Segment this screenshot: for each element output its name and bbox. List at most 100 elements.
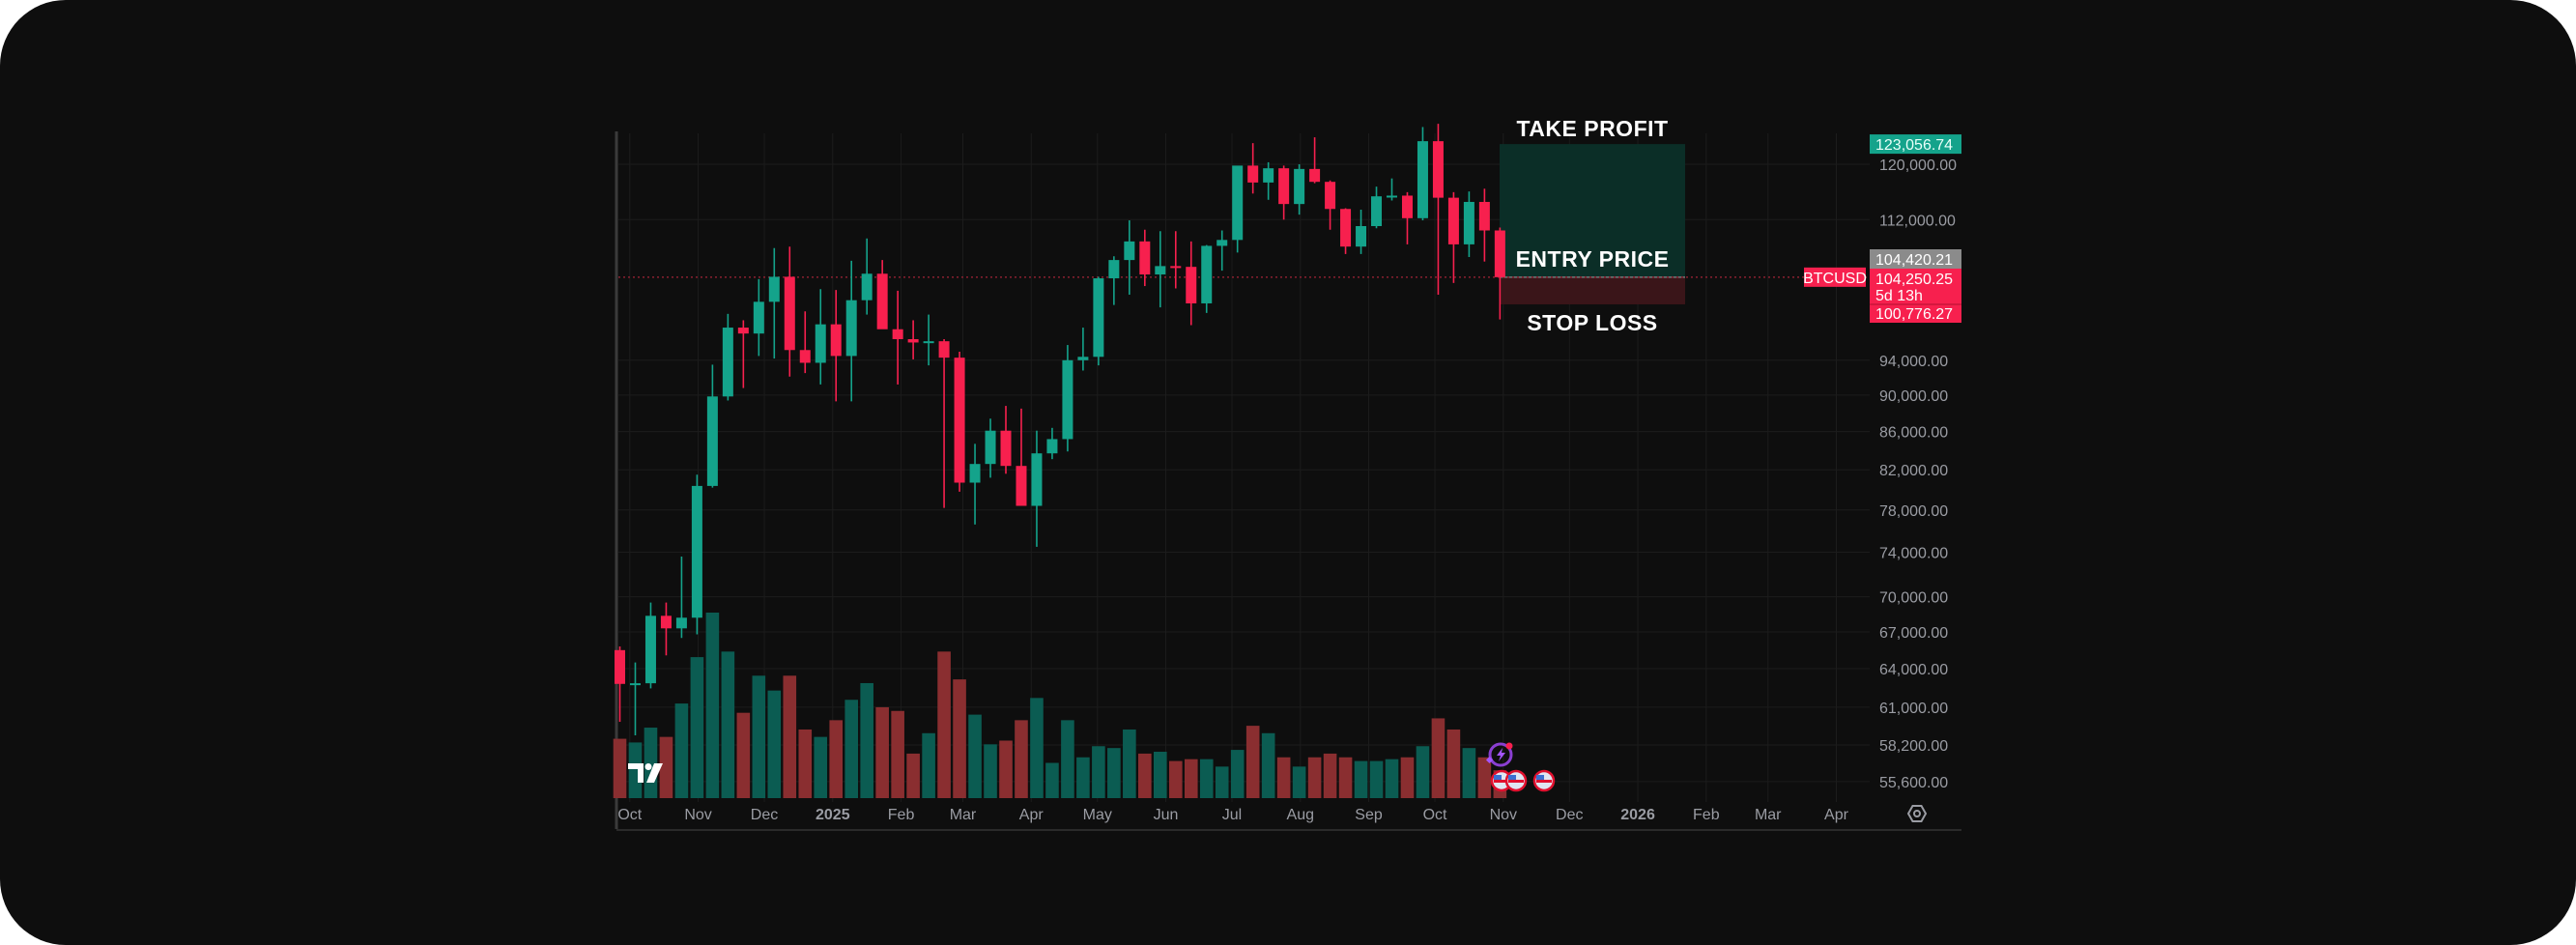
volume-bar bbox=[798, 729, 813, 798]
candle-body bbox=[892, 329, 903, 340]
time-tick-label: Nov bbox=[1490, 807, 1517, 823]
candle-body bbox=[1325, 182, 1336, 210]
us-flag-event-icon[interactable] bbox=[1504, 769, 1528, 792]
take-profit-zone[interactable] bbox=[1500, 144, 1685, 277]
candle-body bbox=[1294, 168, 1305, 205]
volume-bar bbox=[1030, 698, 1044, 798]
price-tick-label: 74,000.00 bbox=[1879, 545, 1948, 561]
lightning-event-icon[interactable] bbox=[1485, 742, 1513, 767]
volume-bar bbox=[1462, 748, 1476, 798]
eye-icon[interactable] bbox=[1906, 805, 1928, 822]
candle-body bbox=[706, 396, 718, 486]
price-axis[interactable]: 120,000.00 112,000.00 94,000.00 90,000.00 86… bbox=[1879, 158, 1957, 791]
volume-bar bbox=[1215, 766, 1229, 798]
volume-bar bbox=[999, 740, 1013, 798]
candle-body bbox=[1031, 453, 1043, 506]
candle-body bbox=[1401, 195, 1413, 218]
position-tool[interactable]: TAKE PROFIT ENTRY PRICE STOP LOSS bbox=[618, 116, 1870, 335]
volume-bar bbox=[783, 675, 797, 798]
volume-bar bbox=[1076, 757, 1090, 798]
candle-body bbox=[1417, 141, 1428, 218]
candle-body bbox=[1387, 195, 1397, 198]
volume-bar bbox=[1354, 760, 1368, 798]
candle-body bbox=[784, 276, 795, 351]
candle-body bbox=[954, 358, 965, 483]
candle-body bbox=[845, 300, 857, 357]
candle-body bbox=[1201, 245, 1213, 303]
price-tick-label: 55,600.00 bbox=[1879, 775, 1948, 791]
volume-bar bbox=[690, 657, 704, 798]
candle-body bbox=[1356, 225, 1367, 247]
volume-bar bbox=[674, 703, 689, 798]
volume-bar bbox=[1323, 753, 1337, 798]
candle-body bbox=[768, 276, 780, 302]
candle-body bbox=[1263, 168, 1274, 183]
candle-body bbox=[1432, 141, 1444, 198]
volume-bar bbox=[1199, 759, 1214, 798]
symbol-tag-text: BTCUSD bbox=[1803, 271, 1867, 287]
us-flag-event-icon[interactable] bbox=[1532, 769, 1556, 792]
candle-body bbox=[1371, 196, 1383, 226]
volume-bar bbox=[1431, 718, 1445, 798]
volume-bar bbox=[922, 732, 935, 798]
volume-bar bbox=[953, 679, 966, 798]
candle-body bbox=[1447, 197, 1459, 244]
time-tick-label: 2026 bbox=[1620, 807, 1655, 823]
volume-bar bbox=[752, 675, 766, 798]
volume-bar bbox=[1045, 762, 1059, 798]
volume-bar bbox=[721, 651, 735, 798]
time-tick-label: Oct bbox=[1423, 807, 1447, 823]
time-tick-label: Nov bbox=[684, 807, 711, 823]
time-tick-label: Feb bbox=[1693, 807, 1720, 823]
volume-bar bbox=[1230, 750, 1245, 798]
volume-bar bbox=[1446, 729, 1461, 798]
candle-body bbox=[1278, 168, 1290, 205]
time-axis[interactable]: Oct Nov Dec 2025 Feb Mar Apr May Jun Jul Aug Sep Oct… bbox=[617, 807, 1848, 823]
time-tick-label: Oct bbox=[617, 807, 642, 823]
volume-bar bbox=[1245, 726, 1260, 798]
volume-bar bbox=[705, 613, 720, 798]
candle-body bbox=[1309, 168, 1321, 183]
time-tick-label: Mar bbox=[1755, 807, 1782, 823]
stop-loss-zone[interactable] bbox=[1500, 276, 1685, 304]
time-tick-label: Jul bbox=[1222, 807, 1242, 823]
take-profit-label: TAKE PROFIT bbox=[1516, 116, 1668, 141]
volume-bar bbox=[829, 720, 844, 798]
entry-price-label: ENTRY PRICE bbox=[1516, 246, 1670, 272]
candle-body bbox=[1247, 165, 1259, 183]
volume-bar bbox=[1168, 760, 1183, 798]
candle-body bbox=[1170, 266, 1182, 269]
candle-body bbox=[938, 341, 950, 358]
price-tick-label: 82,000.00 bbox=[1879, 463, 1948, 479]
volume-bar bbox=[628, 742, 643, 798]
volume-bar bbox=[1261, 732, 1275, 798]
chart-icons bbox=[628, 742, 1928, 822]
volume-bar bbox=[1015, 720, 1028, 798]
candle-body bbox=[830, 324, 842, 357]
volume-bar bbox=[1138, 753, 1152, 798]
candle-body bbox=[1139, 241, 1151, 275]
candle-body bbox=[1232, 165, 1244, 241]
candle-body bbox=[876, 273, 888, 329]
volume-bar bbox=[1292, 766, 1306, 798]
price-tick-label: 94,000.00 bbox=[1879, 354, 1948, 370]
price-tick-label: 64,000.00 bbox=[1879, 662, 1948, 678]
time-tick-label: Aug bbox=[1287, 807, 1314, 823]
candle-body bbox=[1000, 430, 1012, 467]
candle-body bbox=[1186, 267, 1197, 303]
volume-bar bbox=[659, 736, 673, 798]
candle-body bbox=[644, 616, 656, 684]
price-tick-label: 112,000.00 bbox=[1879, 213, 1956, 229]
time-tick-label: Apr bbox=[1019, 807, 1045, 823]
symbol-tag bbox=[1804, 267, 1866, 287]
candle-body bbox=[1478, 201, 1490, 231]
tradingview-logo[interactable] bbox=[628, 763, 663, 783]
candle-body bbox=[969, 464, 981, 483]
volume-bar bbox=[1123, 729, 1136, 798]
price-tick-label: 70,000.00 bbox=[1879, 590, 1948, 607]
candle-body bbox=[737, 328, 749, 334]
candle-body bbox=[675, 617, 687, 629]
volume-bar bbox=[860, 682, 873, 798]
candle-body bbox=[753, 301, 764, 334]
